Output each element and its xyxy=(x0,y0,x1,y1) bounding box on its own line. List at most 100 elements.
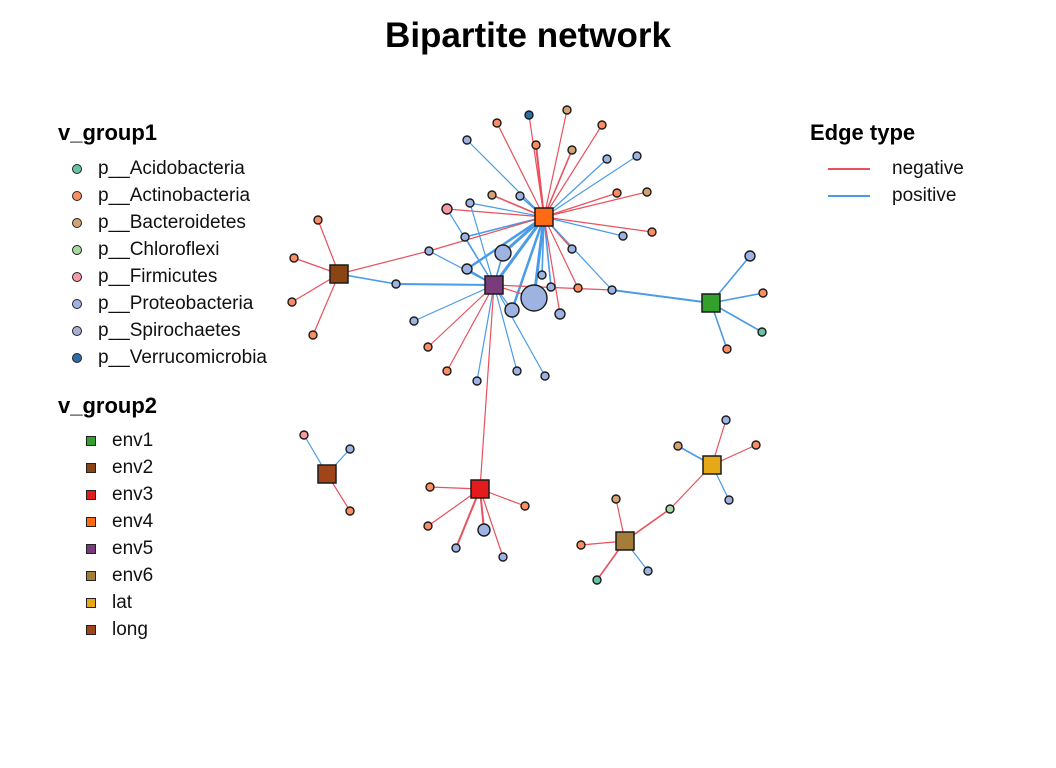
hub-node-env2 xyxy=(329,264,349,284)
positive-edge xyxy=(395,283,495,286)
negative-edge xyxy=(543,216,653,233)
taxon-node xyxy=(647,227,657,237)
circle-icon xyxy=(72,326,82,336)
taxon-node xyxy=(721,415,731,425)
taxon-node xyxy=(540,371,550,381)
circle-icon xyxy=(72,299,82,309)
square-icon xyxy=(86,490,96,500)
hub-node-env1 xyxy=(701,293,721,313)
taxon-node xyxy=(423,342,433,352)
taxon-node xyxy=(562,105,572,115)
negative-edge xyxy=(446,208,545,218)
legend-label: p__Chloroflexi xyxy=(98,239,220,260)
negative-edge xyxy=(496,122,545,218)
taxon-node xyxy=(498,552,508,562)
legend-label: lat xyxy=(112,592,133,613)
legend-group2-title: v_group2 xyxy=(58,393,158,418)
taxon-node xyxy=(472,376,482,386)
positive-edge xyxy=(543,216,624,237)
positive-edge xyxy=(492,216,546,286)
positive-edge xyxy=(413,284,495,322)
taxon-node xyxy=(673,441,683,451)
taxon-node xyxy=(461,263,473,275)
negative-edge xyxy=(479,488,504,558)
taxon-node xyxy=(618,231,628,241)
page-title: Bipartite network xyxy=(385,16,671,55)
positive-edge xyxy=(510,216,546,311)
taxon-node xyxy=(345,506,355,516)
taxon-node xyxy=(515,191,525,201)
positive-edge xyxy=(543,216,552,288)
taxon-node xyxy=(492,118,502,128)
negative-edge xyxy=(543,216,579,289)
legend-edge-title: Edge type xyxy=(810,120,916,145)
taxon-node xyxy=(423,521,433,531)
square-icon xyxy=(86,625,96,635)
taxon-node xyxy=(494,244,512,262)
taxon-node xyxy=(487,190,497,200)
taxon-node xyxy=(546,282,556,292)
taxon-node xyxy=(512,366,522,376)
taxon-node xyxy=(665,504,675,514)
taxon-node xyxy=(299,430,309,440)
taxon-node xyxy=(744,250,756,262)
legend-label: p__Proteobacteria xyxy=(98,293,254,314)
legend-label: long xyxy=(112,619,148,640)
taxon-node xyxy=(592,575,602,585)
circle-icon xyxy=(72,191,82,201)
taxon-node xyxy=(531,140,541,150)
hub-node-long xyxy=(317,464,337,484)
negative-edge xyxy=(543,192,618,218)
taxon-node xyxy=(724,495,734,505)
circle-icon xyxy=(72,245,82,255)
negative-edge-icon xyxy=(828,168,870,170)
taxon-node xyxy=(460,232,470,242)
positive-edge xyxy=(543,155,638,218)
negative-edge xyxy=(312,273,340,336)
hub-node-env6 xyxy=(615,531,635,551)
taxon-node xyxy=(524,110,534,120)
legend-label: env1 xyxy=(112,430,154,451)
taxon-node xyxy=(520,501,530,511)
taxon-node xyxy=(758,288,768,298)
square-icon xyxy=(86,598,96,608)
positive-edge xyxy=(469,202,495,286)
taxon-node xyxy=(554,308,566,320)
taxon-node xyxy=(597,120,607,130)
taxon-node xyxy=(751,440,761,450)
taxon-node xyxy=(477,523,491,537)
square-icon xyxy=(86,571,96,581)
negative-edge xyxy=(427,284,495,348)
taxon-node xyxy=(611,494,621,504)
nodes-layer xyxy=(287,105,768,585)
positive-edge xyxy=(466,139,545,218)
legend-group1-title: v_group1 xyxy=(58,120,158,145)
negative-edge xyxy=(543,149,573,218)
negative-edge xyxy=(338,250,430,275)
legend-label: p__Actinobacteria xyxy=(98,185,251,206)
taxon-node xyxy=(313,215,323,225)
legend-label: env3 xyxy=(112,484,154,505)
legend-label: env6 xyxy=(112,565,154,586)
legend-label: env5 xyxy=(112,538,154,559)
hubs-layer xyxy=(317,207,722,551)
hub-node-env5 xyxy=(484,275,504,295)
positive-edge xyxy=(476,284,495,382)
taxon-node xyxy=(465,198,475,208)
taxon-node xyxy=(520,284,548,312)
positive-edge xyxy=(466,215,545,271)
taxon-node xyxy=(451,543,461,553)
taxon-node xyxy=(632,151,642,161)
positive-edge xyxy=(543,216,613,291)
negative-edge xyxy=(543,109,568,218)
legend-label: p__Firmicutes xyxy=(98,266,218,287)
taxon-node xyxy=(643,566,653,576)
negative-edge xyxy=(543,124,603,218)
taxon-node xyxy=(504,302,520,318)
taxon-node xyxy=(567,244,577,254)
positive-edge xyxy=(611,289,712,304)
negative-edge xyxy=(543,216,561,315)
taxon-node xyxy=(537,270,547,280)
edges-layer xyxy=(291,109,764,581)
